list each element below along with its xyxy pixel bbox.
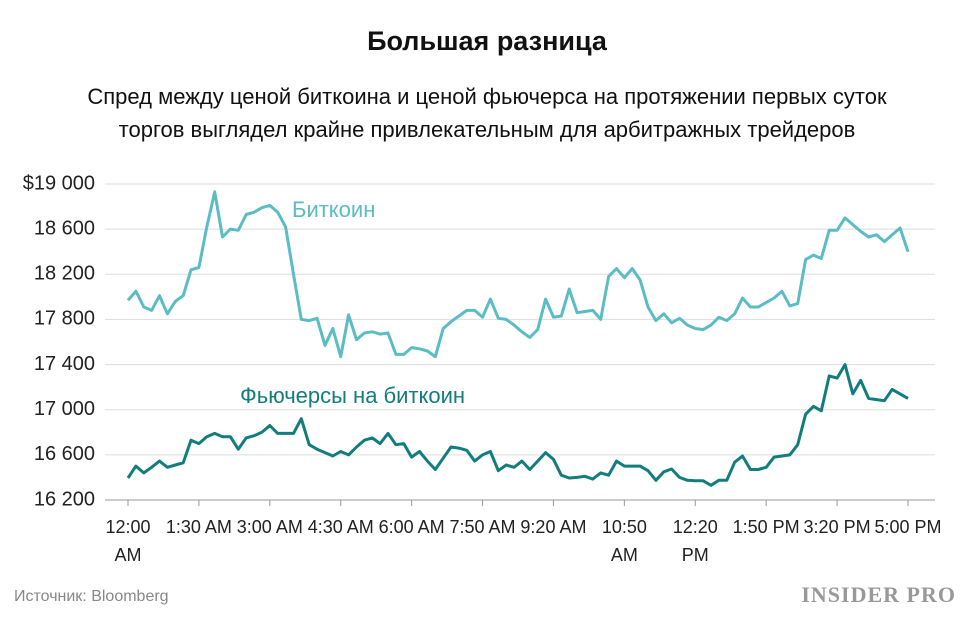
x-tick-label: 12:00 AM bbox=[105, 517, 151, 565]
y-tick-label: 18 200 bbox=[34, 263, 95, 285]
series-line bbox=[126, 363, 909, 487]
x-tick-label: 1:50 PM bbox=[732, 517, 800, 537]
x-tick-label: 3:00 AM bbox=[236, 517, 303, 537]
y-tick-label: 17 800 bbox=[34, 308, 95, 330]
series-label: Фьючерсы на биткоин bbox=[240, 383, 465, 408]
y-tick-label: 16 200 bbox=[34, 488, 95, 510]
x-tick-label: 7:50 AM bbox=[449, 517, 516, 537]
x-tick-label: 12:20 PM bbox=[672, 517, 718, 565]
x-tick-label: 9:20 AM bbox=[520, 517, 587, 537]
x-tick-label: 1:30 AM bbox=[165, 517, 232, 537]
chart-subtitle: торгов выглядел крайне привлекательным д… bbox=[118, 117, 856, 142]
y-tick-label: 17 000 bbox=[34, 398, 95, 420]
x-tick-label: 10:50 AM bbox=[601, 517, 647, 565]
x-tick-label: 4:30 AM bbox=[307, 517, 374, 537]
y-tick-label: $19 000 bbox=[23, 172, 95, 194]
series-line bbox=[126, 190, 910, 359]
series-label: Биткоин bbox=[292, 197, 375, 222]
y-tick-label: 16 600 bbox=[34, 443, 95, 465]
y-tick-label: 17 400 bbox=[34, 353, 95, 375]
source: Источник: Bloomberg bbox=[14, 588, 169, 605]
logo: INSIDER PRO bbox=[801, 582, 956, 607]
chart-title: Большая разница bbox=[367, 26, 607, 56]
chart-subtitle: Спред между ценой биткоина и ценой фьюче… bbox=[87, 84, 887, 109]
x-tick-label: 3:20 PM bbox=[803, 517, 871, 537]
y-tick-label: 18 600 bbox=[34, 217, 95, 239]
x-tick-label: 6:00 AM bbox=[378, 517, 445, 537]
x-tick-label: 5:00 PM bbox=[874, 517, 942, 537]
